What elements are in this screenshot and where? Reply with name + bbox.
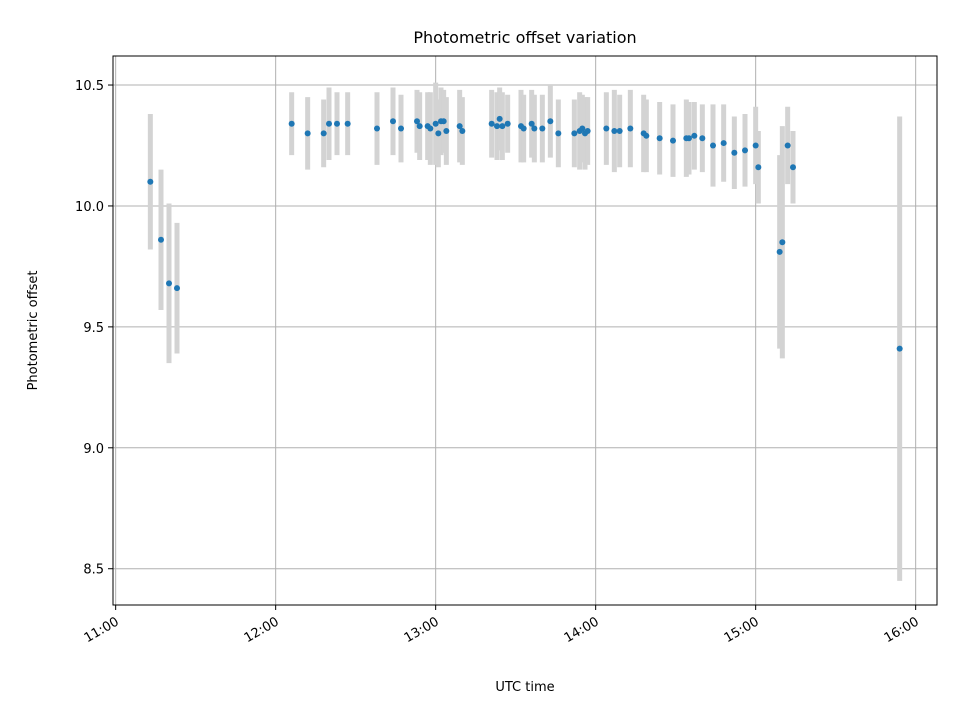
data-point	[174, 285, 180, 292]
y-axis-label: Photometric offset	[26, 271, 41, 391]
data-point	[147, 178, 154, 185]
data-point	[643, 132, 650, 139]
data-point	[776, 248, 783, 255]
y-tick-label: 9.5	[83, 321, 104, 336]
data-point	[158, 236, 164, 243]
data-point	[531, 125, 538, 132]
data-point	[779, 239, 786, 246]
data-point	[547, 118, 554, 125]
data-point	[731, 149, 738, 156]
data-point	[443, 127, 450, 134]
data-point	[571, 130, 578, 137]
data-point	[334, 120, 340, 127]
data-point	[520, 125, 527, 132]
data-point	[584, 127, 591, 134]
data-point	[440, 118, 447, 125]
data-point	[699, 135, 706, 142]
data-point	[528, 120, 535, 127]
data-point	[616, 127, 623, 134]
data-point	[611, 127, 618, 134]
data-point	[499, 123, 506, 130]
data-point	[784, 142, 791, 149]
data-point	[494, 123, 500, 130]
data-point	[504, 120, 511, 127]
chart-title: Photometric offset variation	[413, 28, 636, 47]
data-point	[390, 118, 396, 125]
data-point	[720, 140, 727, 147]
data-point	[427, 125, 434, 132]
data-point	[435, 130, 442, 137]
data-point	[670, 137, 676, 144]
y-tick-label: 10.5	[75, 79, 104, 94]
data-point	[456, 123, 463, 130]
data-point	[896, 345, 903, 352]
data-point	[414, 118, 420, 125]
data-point	[627, 125, 634, 132]
data-point	[326, 120, 332, 127]
data-point	[686, 135, 692, 142]
data-point	[432, 120, 439, 127]
data-point	[691, 132, 698, 139]
data-point	[496, 115, 503, 122]
data-point	[790, 164, 796, 171]
data-point	[752, 142, 759, 149]
data-point	[166, 280, 172, 287]
data-point	[416, 123, 423, 130]
data-point	[374, 125, 380, 132]
data-point	[742, 147, 748, 154]
data-point	[710, 142, 716, 149]
y-tick-label: 10.0	[75, 200, 104, 215]
data-point	[488, 120, 495, 127]
data-point	[539, 125, 546, 132]
data-point	[344, 120, 351, 127]
data-point	[579, 125, 586, 132]
data-point	[459, 127, 466, 134]
data-point	[603, 125, 610, 132]
plot-frame	[112, 55, 938, 606]
data-points	[147, 115, 903, 352]
data-point	[555, 130, 562, 137]
data-point	[304, 130, 311, 137]
data-point	[656, 135, 663, 142]
data-point	[755, 164, 762, 171]
data-point	[320, 130, 327, 137]
data-point	[288, 120, 295, 127]
y-tick-label: 9.0	[83, 442, 104, 457]
x-axis-label: UTC time	[495, 680, 554, 695]
y-tick-label: 8.5	[83, 563, 104, 578]
data-point	[398, 125, 404, 132]
